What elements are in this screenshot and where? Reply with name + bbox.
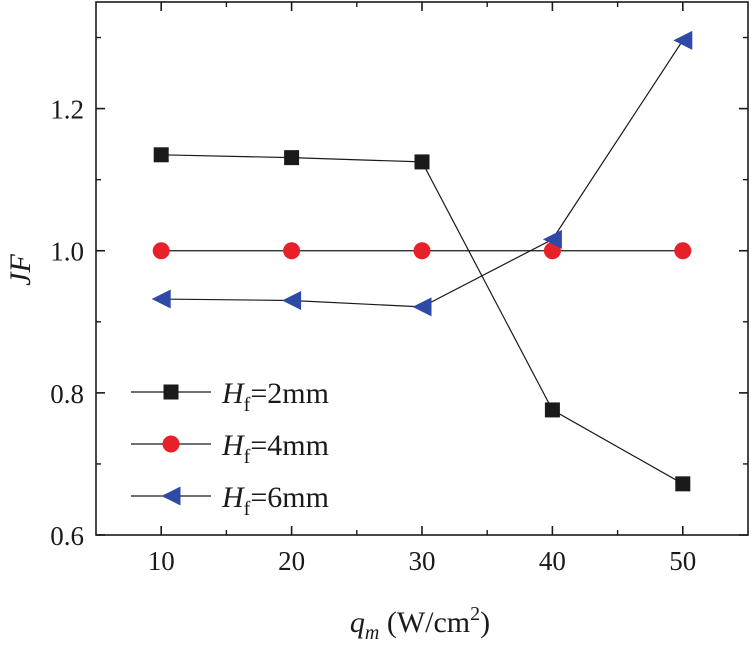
series-3-point xyxy=(151,289,171,309)
plot-frame xyxy=(95,1,749,536)
series-1-point xyxy=(675,476,691,492)
y-tick-label: 1.2 xyxy=(50,95,84,125)
legend: Hf=2mm Hf=4mm Hf=6mm xyxy=(131,377,329,520)
x-axis-title: qm (W/cm2) xyxy=(350,603,490,644)
series-3-point xyxy=(282,290,302,310)
y-axis-title: JF xyxy=(4,254,37,286)
series-markers xyxy=(151,30,693,492)
legend-marker xyxy=(161,486,181,506)
axis-ticks: 10 20 30 40 50 0.6 0.8 1.0 1.2 xyxy=(50,2,748,576)
series-1-point xyxy=(284,150,300,166)
series-2-point xyxy=(543,242,561,260)
series-2-point xyxy=(283,242,301,260)
x-tick-label: 20 xyxy=(278,546,305,576)
legend-label: Hf=2mm xyxy=(221,377,329,416)
y-tick-label: 1.0 xyxy=(50,237,84,267)
x-tick-label: 40 xyxy=(539,546,566,576)
series-line-3 xyxy=(161,40,684,308)
series-2-point xyxy=(674,242,692,260)
legend-marker xyxy=(162,435,180,453)
series-2-point xyxy=(152,242,170,260)
series-3-point xyxy=(412,297,432,317)
series-lines xyxy=(161,40,684,485)
series-1-point xyxy=(153,147,169,163)
x-tick-label: 30 xyxy=(409,546,436,576)
y-tick-label: 0.6 xyxy=(50,521,84,551)
series-1-point xyxy=(414,154,430,170)
legend-label: Hf=4mm xyxy=(221,429,329,468)
x-tick-label: 50 xyxy=(669,546,696,576)
series-3-point xyxy=(673,30,693,50)
legend-label: Hf=6mm xyxy=(221,481,329,520)
y-tick-label: 0.8 xyxy=(50,379,84,409)
series-3-point xyxy=(542,229,562,249)
series-2-point xyxy=(413,242,431,260)
series-1-point xyxy=(544,402,560,418)
legend-marker xyxy=(163,384,179,400)
x-tick-label: 10 xyxy=(148,546,175,576)
